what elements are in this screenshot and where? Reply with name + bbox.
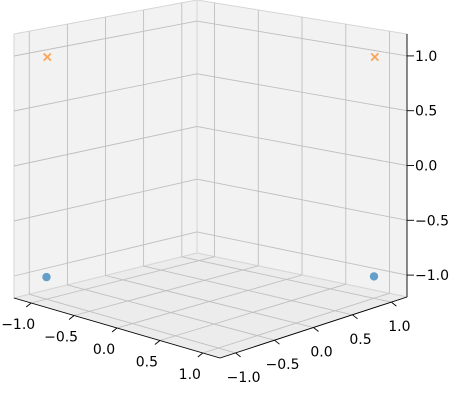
x-tick-mark-0	[25, 302, 32, 308]
z-tick-label-1: −0.5	[415, 213, 449, 229]
grid-z-right-4	[196, 20, 408, 57]
y-tick-mark-0	[235, 352, 241, 358]
y-tick-mark-2	[313, 327, 319, 332]
y-tick-label-2: 0.0	[310, 345, 332, 361]
y-tick-mark-1	[274, 339, 280, 345]
z-axis-ticks: −1.0 −0.5 0.0 0.5 1.0	[407, 49, 449, 284]
grid-z-left-3	[13, 73, 198, 112]
x-tick-label-0: −1.0	[1, 317, 35, 333]
y-tick-label-0: −1.0	[227, 370, 261, 386]
point-circle-1	[369, 272, 379, 281]
z-tick-label-2: 0.0	[415, 159, 437, 175]
y-axis-ticks: −1.0 −0.5 0.0 0.5 1.0	[227, 301, 411, 386]
x-axis-ticks: −1.0 −0.5 0.0 0.5 1.0	[1, 302, 204, 383]
z-tick-label-4: 1.0	[415, 49, 437, 65]
x-tick-label-1: −0.5	[44, 330, 78, 346]
x-tick-label-2: 0.0	[93, 342, 115, 358]
y-tick-mark-4	[391, 301, 397, 307]
back-panes	[12, 0, 409, 359]
x-tick-mark-4	[197, 352, 204, 358]
z-tick-label-3: 0.5	[415, 104, 437, 120]
y-tick-label-3: 0.5	[349, 332, 371, 348]
x-tick-label-3: 0.5	[136, 355, 158, 371]
grid-z-right-3	[196, 73, 408, 112]
grid-z-left-4	[13, 20, 198, 57]
grid-y-floor-3	[143, 265, 353, 316]
y-tick-label-1: −0.5	[266, 357, 300, 373]
y-tick-mark-3	[352, 314, 358, 320]
grid-z-right-2	[196, 126, 408, 166]
grid-y-floor-4	[181, 256, 392, 303]
x-tick-mark-1	[68, 315, 75, 320]
gridlines	[13, 2, 408, 354]
point-circle-0	[42, 272, 51, 282]
x-tick-mark-3	[154, 340, 161, 345]
grid-x-floor-3	[159, 283, 346, 341]
z-tick-label-0: −1.0	[415, 268, 449, 284]
x-tick-mark-2	[111, 327, 118, 333]
grid-x-floor-4	[202, 292, 390, 354]
point-x-0	[43, 52, 52, 62]
grid-z-left-2	[13, 126, 198, 167]
point-x-1	[370, 52, 380, 62]
x-tick-label-4: 1.0	[179, 367, 201, 383]
data-points	[42, 52, 380, 282]
grid-y-floor-2	[105, 275, 314, 328]
y-tick-label-4: 1.0	[388, 319, 410, 335]
